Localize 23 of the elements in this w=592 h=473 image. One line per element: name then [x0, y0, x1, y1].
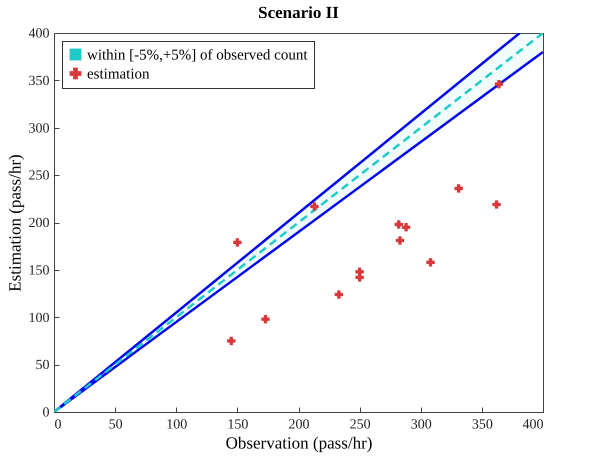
y-tick-label: 200 [28, 216, 50, 231]
x-tick-label: 100 [166, 418, 188, 432]
chart-title: Scenario II [258, 3, 340, 22]
y-tick-label: 50 [36, 358, 50, 374]
y-tick-label: 100 [28, 310, 50, 326]
x-tick-label: 0 [54, 418, 62, 432]
y-tick-label: 350 [28, 74, 50, 89]
y-tick-label: 250 [28, 168, 50, 184]
x-tick-label: 50 [108, 418, 123, 432]
x-axis-title: Observation (pass/hr) [226, 434, 372, 452]
x-tick-label: 300 [410, 418, 432, 432]
y-axis-title: Estimation (pass/hr) [6, 154, 24, 292]
y-tick-label: 0 [42, 406, 50, 420]
x-tick-label: 200 [288, 418, 310, 432]
x-tick-label: 400 [522, 418, 544, 432]
x-tick-label: 250 [350, 418, 371, 432]
y-tick-label: 400 [28, 26, 50, 42]
y-tick-label: 150 [28, 263, 50, 278]
legend-label: within [-5%,+5%] of observed count [87, 48, 308, 64]
x-tick-label: 150 [227, 418, 248, 432]
y-tick-label: 300 [28, 121, 50, 136]
x-tick-label: 350 [472, 418, 493, 432]
legend-label: estimation [87, 66, 150, 82]
